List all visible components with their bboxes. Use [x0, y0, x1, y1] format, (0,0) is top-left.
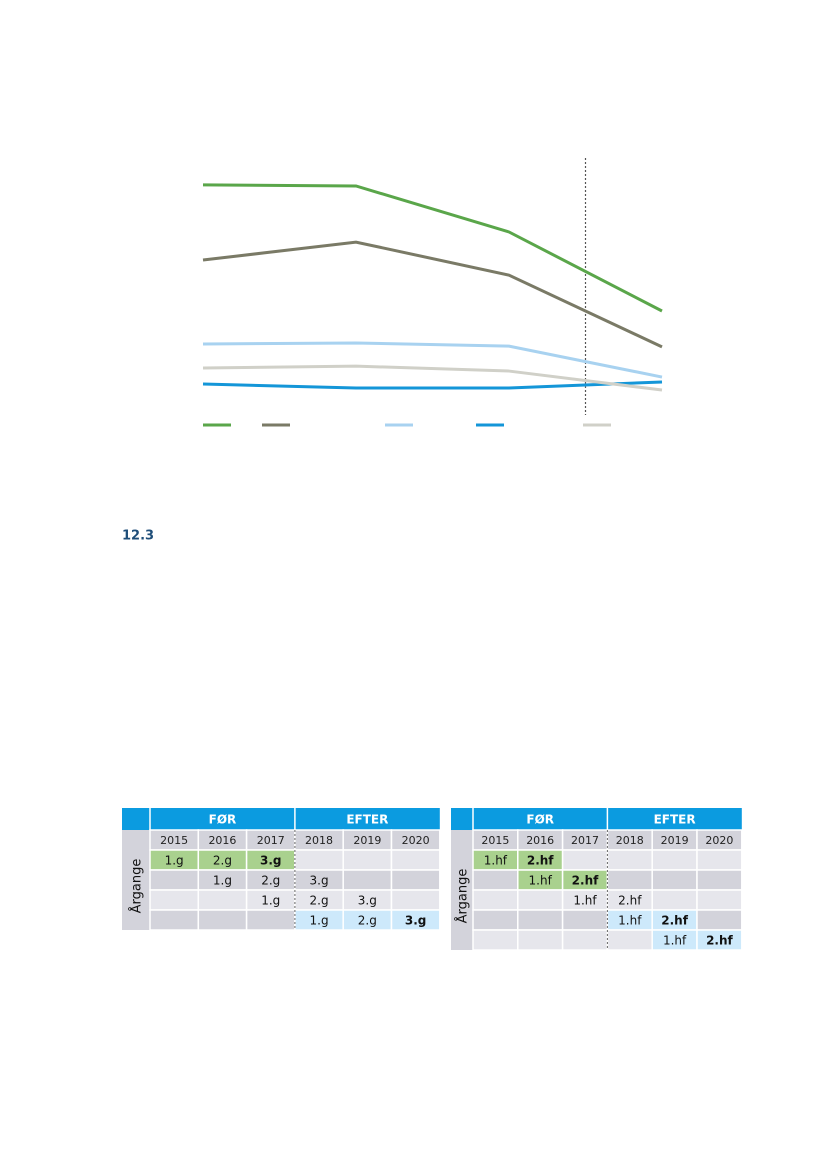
row-label-cell	[451, 830, 473, 950]
series-line	[202, 240, 663, 349]
cell	[342, 869, 393, 891]
header-bar	[451, 808, 742, 830]
cell	[517, 929, 564, 951]
cell-text: 2.hf	[527, 854, 554, 868]
header-bar	[122, 808, 440, 830]
cell	[390, 889, 441, 911]
cell	[517, 889, 564, 911]
cell-text: 1.hf	[529, 874, 553, 888]
cell	[651, 849, 698, 871]
cell	[517, 909, 564, 931]
cell-text: 2.hf	[661, 914, 688, 928]
cell	[606, 869, 653, 891]
cell-text: 3.g	[260, 854, 282, 868]
cell	[342, 849, 393, 871]
series-line	[202, 183, 663, 313]
year-label: 2018	[305, 834, 333, 847]
row-label-cell	[122, 830, 150, 930]
cell-text: 3.g	[358, 894, 377, 908]
year-label: 2018	[616, 834, 644, 847]
cell	[696, 869, 743, 891]
cell-text: 2.hf	[618, 894, 642, 908]
section-heading: 12.3	[122, 529, 154, 544]
cell	[149, 869, 200, 891]
year-label: 2016	[526, 834, 554, 847]
year-label: 2019	[661, 834, 689, 847]
cell	[472, 869, 519, 891]
group-label: FØR	[526, 813, 554, 827]
year-label: 2017	[257, 834, 285, 847]
cell-text: 3.g	[310, 874, 329, 888]
cell	[606, 929, 653, 951]
cell-text: 1.g	[310, 914, 329, 928]
cell	[149, 889, 200, 911]
cell	[561, 849, 609, 871]
cell	[472, 889, 519, 911]
cell	[245, 909, 296, 931]
cell-text: 2.hf	[572, 874, 599, 888]
cell	[696, 929, 743, 951]
cell-text: 2.g	[261, 874, 280, 888]
cell	[561, 909, 609, 931]
group-label: FØR	[209, 813, 237, 827]
cell	[651, 889, 698, 911]
cell-text: 1.g	[213, 874, 232, 888]
cell	[390, 849, 441, 871]
cell	[696, 909, 743, 931]
row-label: Årgange	[455, 869, 471, 924]
series-line	[202, 341, 663, 379]
cell	[472, 929, 519, 951]
cell	[472, 909, 519, 931]
cell	[197, 909, 248, 931]
cell-text: 2.g	[213, 854, 232, 868]
group-label: EFTER	[346, 813, 388, 827]
group-label: EFTER	[654, 813, 696, 827]
year-label: 2019	[353, 834, 381, 847]
year-label: 2017	[571, 834, 599, 847]
cell	[696, 889, 743, 911]
cell	[561, 929, 609, 951]
year-label: 2015	[160, 834, 188, 847]
cell	[197, 889, 248, 911]
cell-text: 1.hf	[573, 894, 597, 908]
cell-text: 1.g	[165, 854, 184, 868]
series-line	[202, 364, 663, 392]
cell	[606, 849, 653, 871]
year-label: 2016	[208, 834, 236, 847]
cell-text: 2.hf	[706, 934, 733, 948]
cell	[149, 909, 200, 931]
cell-text: 1.hf	[618, 914, 642, 928]
series-line	[202, 380, 663, 390]
cell	[390, 869, 441, 891]
cell	[696, 849, 743, 871]
cell	[651, 869, 698, 891]
year-label: 2020	[402, 834, 430, 847]
row-label: Årgange	[129, 859, 145, 914]
year-label: 2015	[481, 834, 509, 847]
cell-text: 2.g	[358, 914, 377, 928]
cell-text: 2.g	[310, 894, 329, 908]
cell-text: 1.g	[261, 894, 280, 908]
cell	[390, 909, 441, 931]
cell-text: 3.g	[405, 914, 427, 928]
cell-text: 1.hf	[484, 854, 508, 868]
cell	[294, 849, 344, 871]
cell-text: 1.hf	[663, 934, 687, 948]
year-label: 2020	[705, 834, 733, 847]
